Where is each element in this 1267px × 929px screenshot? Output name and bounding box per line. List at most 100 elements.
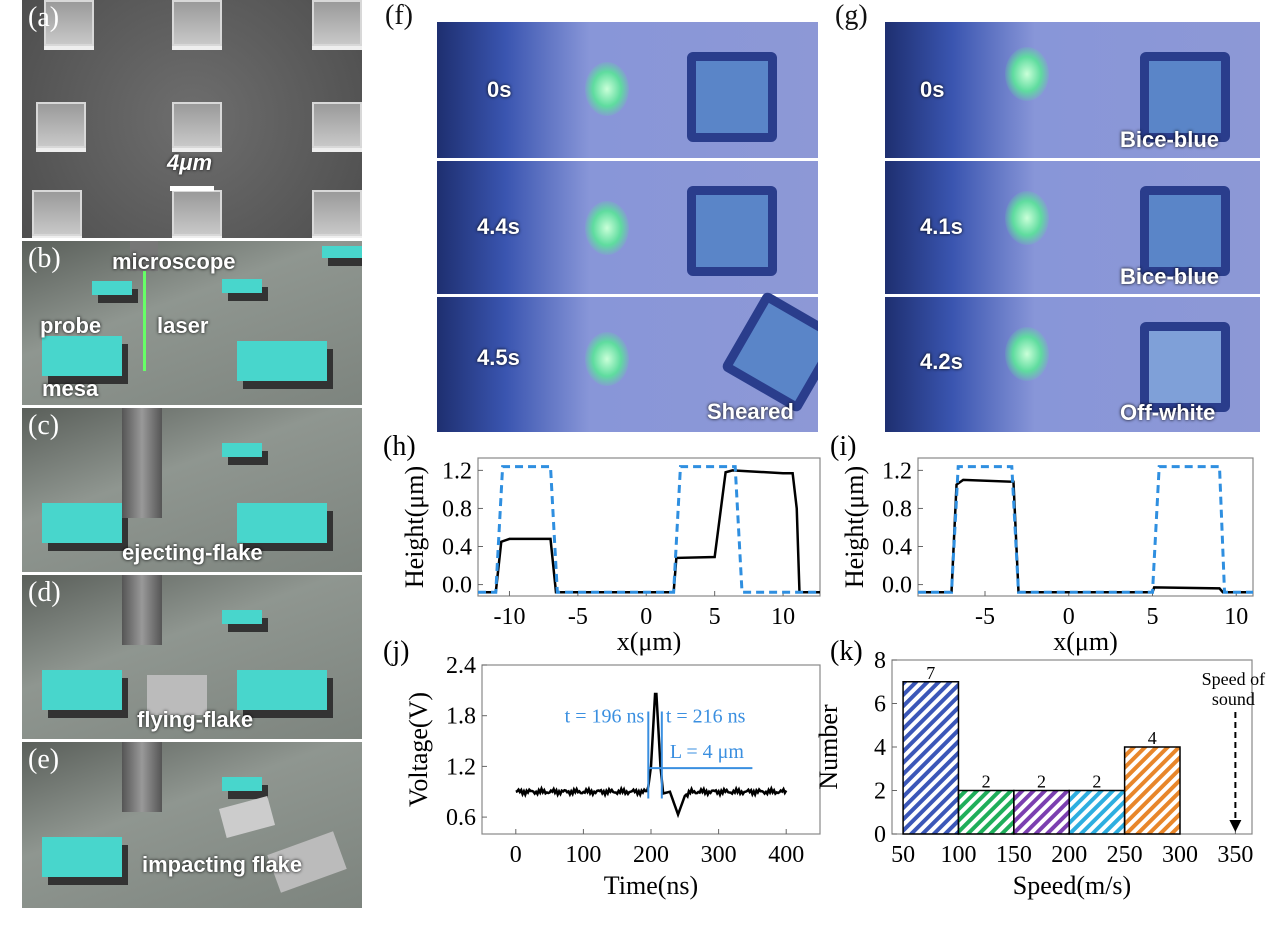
x-tick-label: 10 [1224, 604, 1248, 630]
plot-frame [917, 457, 1254, 597]
x-axis-label: x(μm) [617, 627, 681, 656]
frame-note: Bice-blue [1120, 127, 1220, 152]
x-tick-label: -5 [975, 604, 995, 630]
y-tick-label: 0.0 [882, 573, 912, 599]
x-tick-label: 200 [633, 842, 669, 868]
frame: 0s [437, 22, 818, 161]
label-probe: probe [40, 313, 102, 338]
panel-label: (i) [830, 431, 856, 462]
scale-bar-label: 4μm [167, 150, 213, 175]
solid-line [515, 692, 788, 819]
frame: 4.4s [437, 161, 818, 297]
bar [1123, 746, 1181, 835]
solid-line [478, 469, 820, 594]
dashed-line [918, 465, 1253, 594]
panel-f-optical-frames: 0s 4.4s 4.5s Sheared [437, 22, 818, 432]
annotation-speed-of-sound: Speed of [1202, 669, 1265, 689]
panel-label: (g) [835, 0, 868, 31]
x-tick-label: 100 [940, 842, 976, 868]
y-tick-label: 1.8 [446, 704, 476, 730]
panel-label: (k) [830, 636, 863, 667]
panel-label: (e) [28, 744, 60, 775]
panel-b-schematic: microscope probe laser mesa (b) [22, 241, 362, 405]
x-tick-label: 250 [1107, 842, 1143, 868]
y-tick-label: 0 [874, 822, 886, 848]
y-tick-label: 4 [874, 735, 886, 761]
panel-g-optical-frames: 0s Bice-blue 4.1s Bice-blue 4.2s Off-whi… [885, 22, 1260, 432]
bar-value-label: 7 [926, 663, 935, 683]
bar-value-label: 2 [1092, 772, 1101, 792]
label-mesa: mesa [42, 376, 99, 401]
y-tick-label: 0.4 [882, 535, 912, 561]
x-tick-label: 5 [709, 604, 721, 630]
frame-time: 0s [487, 77, 512, 102]
frame-time: 4.4s [477, 214, 520, 239]
panel-label: (h) [383, 431, 416, 462]
x-tick-label: 10 [771, 604, 795, 630]
x-tick-label: 350 [1217, 842, 1253, 868]
y-tick-label: 0.4 [442, 535, 472, 561]
y-axis-label: Height(μm) [400, 466, 429, 588]
label-laser: laser [157, 313, 209, 338]
bar-value-label: 4 [1148, 728, 1157, 748]
dashed-line [478, 465, 820, 594]
x-axis-label: Time(ns) [604, 871, 698, 900]
x-tick-label: 400 [768, 842, 804, 868]
y-tick-label: 6 [874, 692, 886, 718]
bar [1013, 789, 1070, 835]
y-tick-label: 8 [874, 648, 886, 674]
label-ejecting-flake: ejecting-flake [122, 540, 263, 565]
y-tick-label: 2.4 [446, 653, 476, 679]
y-tick-label: 2 [874, 779, 886, 805]
frame: 4.5s Sheared [437, 290, 818, 432]
x-tick-label: 200 [1051, 842, 1087, 868]
solid-line [918, 478, 1253, 594]
panel-label: (j) [383, 636, 409, 667]
panel-c-schematic: ejecting-flake (c) [22, 408, 362, 572]
y-axis-label: Voltage(V) [404, 692, 433, 807]
x-axis-label: x(μm) [1053, 627, 1117, 656]
y-tick-label: 1.2 [882, 458, 912, 484]
y-tick-label: 1.2 [442, 458, 472, 484]
frame-note: Bice-blue [1120, 264, 1220, 289]
x-tick-label: 100 [565, 842, 601, 868]
annotation-t1: t = 196 ns [565, 705, 645, 727]
x-axis-label: Speed(m/s) [1013, 871, 1131, 900]
y-tick-label: 0.0 [442, 573, 472, 599]
panel-label: (f) [385, 0, 413, 31]
frame-time: 4.2s [920, 349, 963, 374]
bar [957, 789, 1015, 835]
annotation-length: L = 4 μm [670, 741, 744, 763]
frame-time: 0s [920, 77, 945, 102]
x-tick-label: 300 [701, 842, 737, 868]
panel-label: (b) [28, 243, 61, 274]
x-tick-label: 5 [1147, 604, 1159, 630]
y-tick-label: 0.8 [882, 496, 912, 522]
x-tick-label: 0 [640, 604, 652, 630]
label-impacting-flake: impacting flake [142, 852, 303, 877]
y-axis-label: Height(μm) [840, 466, 869, 588]
bar [1068, 789, 1126, 835]
bar-value-label: 2 [982, 772, 991, 792]
x-tick-label: 300 [1162, 842, 1198, 868]
frame: 4.1s Bice-blue [885, 161, 1260, 297]
x-tick-label: -10 [493, 604, 525, 630]
annotation-speed-of-sound: sound [1212, 689, 1255, 709]
panel-label: (c) [28, 410, 60, 441]
frame-time: 4.1s [920, 214, 963, 239]
y-tick-label: 0.6 [446, 805, 476, 831]
frame: 4.2s Off-white [885, 297, 1260, 432]
annotation-t2: t = 216 ns [666, 705, 746, 727]
frame-note: Sheared [707, 399, 794, 424]
arrow-head-icon [1229, 820, 1242, 832]
frame: 0s Bice-blue [885, 22, 1260, 161]
panel-d-schematic: flying-flake (d) [22, 575, 362, 739]
panel-e-schematic: impacting flake (e) [22, 742, 362, 908]
x-tick-label: 150 [996, 842, 1032, 868]
panel-a-sem-image: 4μm (a) [22, 0, 362, 238]
bar-value-label: 2 [1037, 772, 1046, 792]
y-tick-label: 0.8 [442, 496, 472, 522]
x-tick-label: -5 [568, 604, 588, 630]
plot-frame [477, 457, 821, 597]
